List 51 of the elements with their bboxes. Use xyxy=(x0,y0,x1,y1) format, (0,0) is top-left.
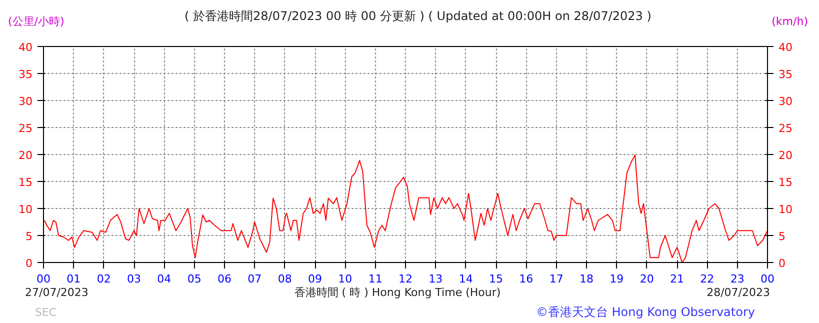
x-tick-label: 19 xyxy=(610,272,624,286)
x-tick-label: 04 xyxy=(157,272,172,286)
x-tick-label: 20 xyxy=(640,272,654,286)
chart-title: ( 於香港時間28/07/2023 00 時 00 分更新 ) ( Updated at 00:00H on 28/07/2023 ) xyxy=(184,8,652,25)
x-tick-label: 06 xyxy=(218,272,232,286)
x-tick-label: 17 xyxy=(549,272,564,286)
x-tick-label: 21 xyxy=(670,272,684,286)
x-tick-label: 01 xyxy=(66,272,81,286)
y2-axis-title: (km/h) xyxy=(772,14,808,30)
y-tick-label: 0 xyxy=(26,257,32,270)
text: 28/07/2023 xyxy=(706,285,770,301)
y2-tick-label: 25 xyxy=(778,122,792,135)
x-tick-label: 10 xyxy=(338,272,352,286)
y-tick-label: 30 xyxy=(18,95,33,108)
y-tick-label: 35 xyxy=(18,68,33,81)
x-tick-label: 07 xyxy=(248,272,262,286)
text: 27/07/2023 xyxy=(25,285,88,301)
x-tick-label: 09 xyxy=(308,272,322,286)
y2-tick-label: 20 xyxy=(778,149,792,162)
x-tick-label: 08 xyxy=(278,272,292,286)
x-tick-label: 00 xyxy=(36,272,50,286)
x-tick-label: 03 xyxy=(127,272,141,286)
y2-tick-label: 30 xyxy=(778,95,792,108)
y2-tick-label: 40 xyxy=(778,41,792,54)
y2-tick-label: 5 xyxy=(778,230,786,243)
x-tick-label: 13 xyxy=(428,272,443,286)
y-tick-label: 15 xyxy=(18,176,33,189)
y-tick-label: 20 xyxy=(18,149,33,162)
text: SEC xyxy=(35,305,57,321)
y2-tick-label: 10 xyxy=(778,203,792,216)
y2-tick-label: 0 xyxy=(778,257,786,270)
x-tick-label: 23 xyxy=(730,272,744,286)
x-tick-label: 02 xyxy=(96,272,111,286)
x-tick-label: 14 xyxy=(458,272,473,286)
x-tick-label: 12 xyxy=(398,272,412,286)
y2-tick-label: 35 xyxy=(778,68,792,81)
x-tick-label: 22 xyxy=(700,272,714,286)
y-axis-title: (公里/小時) xyxy=(8,14,64,30)
x-tick-label: 15 xyxy=(489,272,503,286)
y-tick-label: 10 xyxy=(18,203,33,216)
x-axis-title: 香港時間 ( 時 ) Hong Kong Time (Hour) xyxy=(294,285,501,301)
x-tick-label: 18 xyxy=(580,272,594,286)
x-tick-label: 16 xyxy=(519,272,534,286)
y-tick-label: 40 xyxy=(18,41,33,54)
x-tick-label: 00 xyxy=(760,272,774,286)
y-tick-label: 25 xyxy=(18,122,33,135)
x-tick-label: 05 xyxy=(187,272,202,286)
y2-tick-label: 15 xyxy=(778,176,792,189)
text: ©香港天文台 Hong Kong Observatory xyxy=(536,304,755,321)
x-tick-label: 11 xyxy=(368,272,382,286)
y-tick-label: 5 xyxy=(26,230,32,243)
